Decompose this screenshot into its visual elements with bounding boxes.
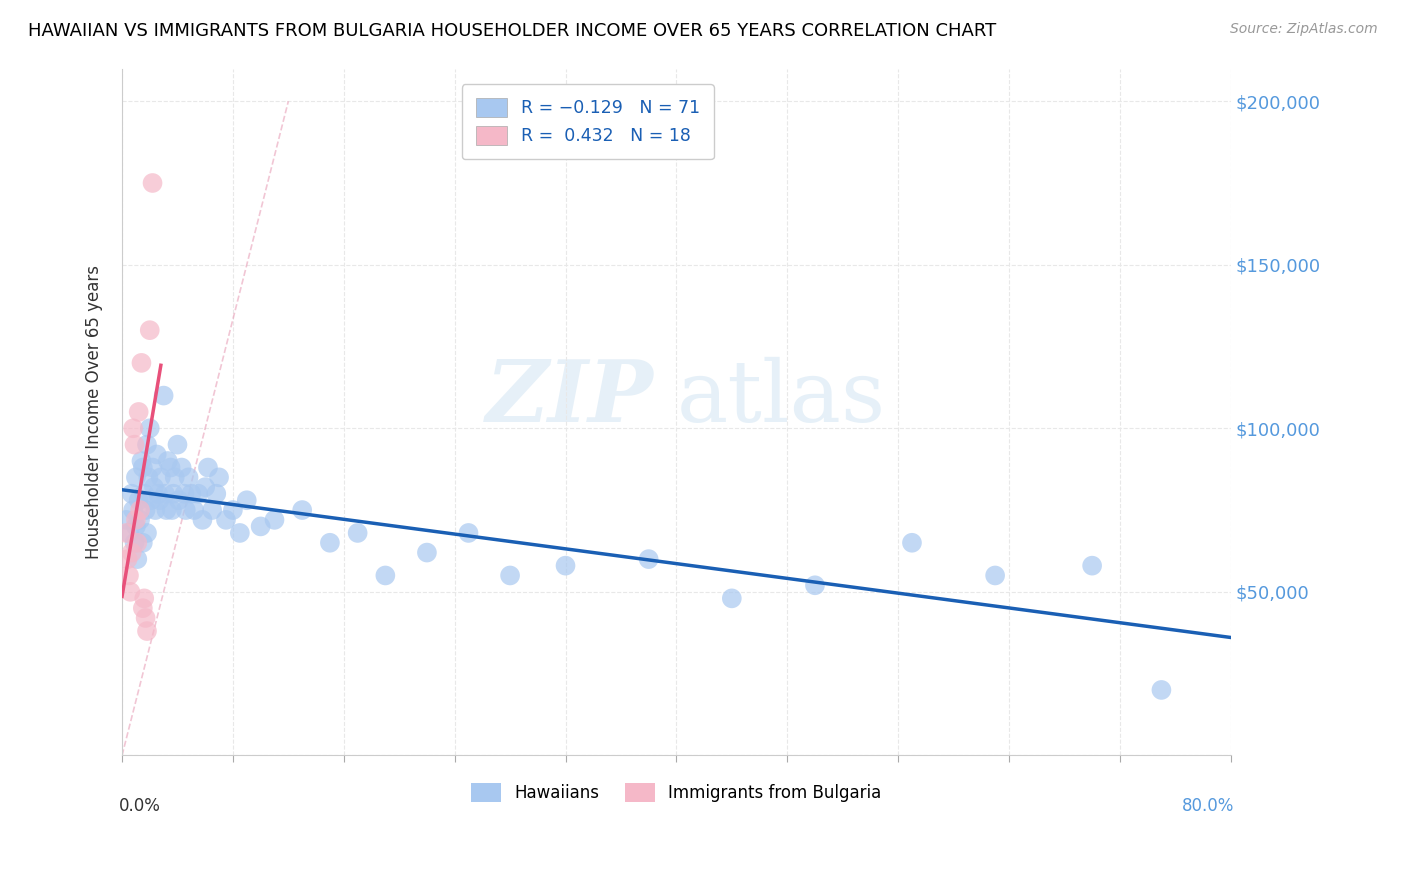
Point [159, 460, 181, 475]
Point [132, 460, 155, 475]
Text: Source: ZipAtlas.com: Source: ZipAtlas.com [1230, 22, 1378, 37]
Point [374, 568, 396, 582]
Point [148, 493, 170, 508]
Point [136, 437, 159, 451]
Point [170, 460, 193, 475]
Point [146, 486, 169, 500]
Point [236, 493, 259, 508]
Point [121, 486, 143, 500]
Point [554, 558, 576, 573]
Point [124, 437, 146, 451]
Point [346, 525, 368, 540]
Point [167, 493, 190, 508]
Point [141, 460, 163, 475]
Text: ZIP: ZIP [486, 357, 654, 440]
Point [142, 480, 165, 494]
Point [132, 535, 155, 549]
Point [128, 493, 150, 508]
Point [222, 503, 245, 517]
Point [804, 578, 827, 592]
Point [125, 470, 148, 484]
Point [135, 503, 157, 517]
Point [125, 519, 148, 533]
Point [187, 486, 209, 500]
Point [132, 601, 155, 615]
Point [125, 513, 148, 527]
Point [143, 503, 166, 517]
Point [901, 535, 924, 549]
Point [156, 454, 179, 468]
Point [145, 447, 167, 461]
Point [129, 503, 152, 517]
Point [263, 513, 285, 527]
Point [129, 513, 152, 527]
Point [124, 535, 146, 549]
Point [180, 486, 202, 500]
Point [191, 513, 214, 527]
Point [291, 503, 314, 517]
Point [127, 535, 149, 549]
Point [120, 584, 142, 599]
Point [174, 503, 197, 517]
Text: HAWAIIAN VS IMMIGRANTS FROM BULGARIA HOUSEHOLDER INCOME OVER 65 YEARS CORRELATIO: HAWAIIAN VS IMMIGRANTS FROM BULGARIA HOU… [28, 22, 997, 40]
Point [118, 525, 141, 540]
Point [183, 503, 205, 517]
Point [127, 552, 149, 566]
Point [1081, 558, 1104, 573]
Point [163, 470, 186, 484]
Text: 80.0%: 80.0% [1181, 797, 1234, 814]
Point [197, 460, 219, 475]
Point [229, 525, 252, 540]
Point [249, 519, 271, 533]
Point [457, 525, 479, 540]
Point [138, 470, 160, 484]
Point [131, 454, 153, 468]
Point [136, 624, 159, 638]
Point [162, 486, 184, 500]
Point [115, 513, 138, 527]
Point [115, 525, 138, 540]
Point [131, 356, 153, 370]
Point [177, 470, 200, 484]
Point [134, 486, 156, 500]
Point [149, 470, 172, 484]
Point [160, 503, 183, 517]
Point [205, 486, 228, 500]
Point [319, 535, 342, 549]
Point [416, 545, 439, 559]
Point [118, 568, 141, 582]
Legend: Hawaiians, Immigrants from Bulgaria: Hawaiians, Immigrants from Bulgaria [465, 777, 889, 809]
Point [1150, 682, 1173, 697]
Point [141, 493, 163, 508]
Point [139, 323, 162, 337]
Point [122, 421, 145, 435]
Point [499, 568, 522, 582]
Text: 0.0%: 0.0% [118, 797, 160, 814]
Point [166, 437, 188, 451]
Point [135, 611, 157, 625]
Point [208, 470, 231, 484]
Point [194, 480, 217, 494]
Point [173, 486, 195, 500]
Point [128, 405, 150, 419]
Point [201, 503, 224, 517]
Point [720, 591, 742, 606]
Point [121, 545, 143, 559]
Point [215, 513, 238, 527]
Point [141, 176, 163, 190]
Point [139, 421, 162, 435]
Point [153, 486, 176, 500]
Point [155, 503, 177, 517]
Point [117, 552, 139, 566]
Point [984, 568, 1007, 582]
Point [136, 525, 159, 540]
Y-axis label: Householder Income Over 65 years: Householder Income Over 65 years [86, 265, 103, 559]
Point [637, 552, 659, 566]
Point [152, 388, 174, 402]
Text: atlas: atlas [676, 357, 886, 440]
Point [134, 591, 156, 606]
Point [122, 503, 145, 517]
